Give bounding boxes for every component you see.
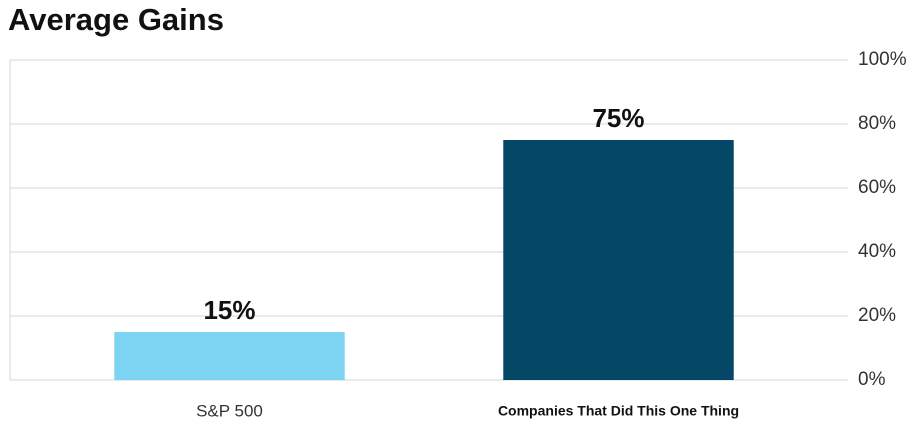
- y-tick-label: 60%: [858, 177, 896, 198]
- x-tick-label: S&P 500: [196, 401, 263, 420]
- y-tick-label: 80%: [858, 113, 896, 134]
- x-tick-label: Companies That Did This One Thing: [498, 403, 739, 419]
- y-tick-label: 20%: [858, 305, 896, 326]
- chart-title: Average Gains: [8, 2, 224, 37]
- y-tick-label: 0%: [858, 369, 886, 390]
- value-label: 15%: [203, 295, 255, 325]
- y-tick-label: 100%: [858, 49, 907, 70]
- y-tick-label: 40%: [858, 241, 896, 262]
- bar: [503, 140, 734, 380]
- bar: [114, 332, 345, 380]
- value-label: 75%: [592, 103, 644, 133]
